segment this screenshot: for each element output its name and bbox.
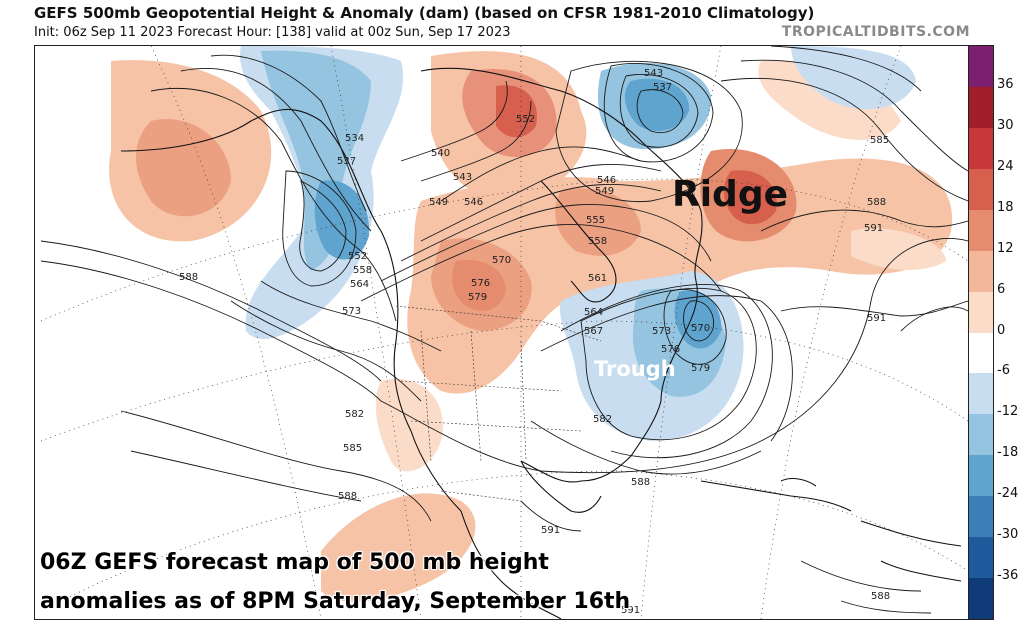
height-contours (40, 46, 968, 614)
colorbar-segment (969, 168, 993, 211)
colorbar-tick-label: -6 (997, 363, 1010, 379)
colorbar-segment (969, 332, 993, 374)
colorbar-segment (969, 209, 993, 252)
contour-label: 579 (691, 363, 710, 374)
contour-label: 537 (653, 82, 672, 93)
contour-label: 570 (691, 323, 710, 334)
graticule (40, 46, 968, 619)
contour-label: 573 (652, 326, 671, 337)
contour-label: 588 (338, 491, 357, 502)
ridge-label: Ridge (672, 174, 789, 215)
contour-label: 540 (431, 148, 450, 159)
colorbar-tick-label: 12 (997, 240, 1014, 256)
colorbar-tick-label: -18 (997, 445, 1019, 461)
contour-label: 591 (864, 223, 883, 234)
colorbar-tick-label: -36 (997, 568, 1019, 584)
contour-label: 543 (644, 68, 663, 79)
colorbar-segment (969, 578, 993, 620)
header: GEFS 500mb Geopotential Height & Anomaly… (0, 0, 1024, 44)
contour-label: 552 (516, 114, 535, 125)
contour-label: 558 (588, 236, 607, 247)
map-area: 543 537 534 537 540 543 549 546 552 558 … (34, 45, 969, 620)
contour-label: 591 (541, 525, 560, 536)
colorbar-tick-label: 24 (997, 158, 1014, 174)
map-title: GEFS 500mb Geopotential Height & Anomaly… (34, 4, 815, 22)
contour-label: 552 (348, 251, 367, 262)
contour-label: 582 (593, 414, 612, 425)
contour-label: 567 (584, 326, 603, 337)
anomaly-colorbar (968, 45, 994, 620)
contour-label: 561 (588, 273, 607, 284)
colorbar-tick-label: 18 (997, 199, 1014, 215)
contour-label: 591 (621, 605, 640, 616)
colorbar-tick-label: 6 (997, 281, 1006, 297)
contour-label: 555 (586, 215, 605, 226)
contour-label: 549 (595, 186, 614, 197)
contour-label: 543 (453, 172, 472, 183)
contour-label: 576 (471, 278, 490, 289)
contour-label: 537 (337, 156, 356, 167)
contour-label: 585 (343, 443, 362, 454)
colorbar-segment (969, 291, 993, 333)
colorbar-tick-label: -12 (997, 404, 1019, 420)
contour-label: 588 (631, 477, 650, 488)
colorbar-tick-label: 36 (997, 76, 1014, 92)
contour-label: 573 (342, 306, 361, 317)
contour-label: 546 (597, 175, 616, 186)
colorbar-segment (969, 455, 993, 497)
contour-label: 546 (464, 197, 483, 208)
caption-line-1: 06Z GEFS forecast map of 500 mb height (40, 550, 549, 575)
contour-label: 570 (492, 255, 511, 266)
caption-line-2: anomalies as of 8PM Saturday, September … (40, 589, 631, 614)
contour-label: 585 (870, 135, 889, 146)
colorbar-tick-label: 0 (997, 322, 1006, 338)
brand-watermark: TROPICALTIDBITS.COM (781, 24, 970, 40)
map-svg: 543 537 534 537 540 543 549 546 552 558 … (35, 46, 968, 619)
colorbar-segment (969, 496, 993, 538)
colorbar-segment (969, 86, 993, 129)
contour-label: 564 (350, 279, 369, 290)
contour-label: 549 (429, 197, 448, 208)
contour-label: 534 (345, 133, 364, 144)
contour-label: 558 (353, 265, 372, 276)
contour-label: 579 (468, 292, 487, 303)
borders (395, 305, 602, 502)
contour-label: 591 (867, 313, 886, 324)
map-subtitle: Init: 06z Sep 11 2023 Forecast Hour: [13… (34, 25, 511, 40)
contour-label: 588 (867, 197, 886, 208)
colorbar-segment (969, 46, 993, 88)
colorbar-segment (969, 250, 993, 293)
trough-label: Trough (594, 357, 676, 381)
colorbar-segment (969, 127, 993, 170)
contour-label: 582 (345, 409, 364, 420)
colorbar-tick-label: -24 (997, 486, 1019, 502)
contour-label: 588 (179, 272, 198, 283)
colorbar-tick-label: 30 (997, 117, 1014, 133)
colorbar-segment (969, 537, 993, 579)
contour-label: 576 (661, 344, 680, 355)
contour-label: 564 (584, 307, 603, 318)
colorbar-segment (969, 414, 993, 456)
colorbar-segment (969, 373, 993, 415)
contour-label: 588 (871, 591, 890, 602)
positive-anomaly-shading (109, 51, 953, 602)
contour-labels: 543 537 534 537 540 543 549 546 552 558 … (179, 68, 890, 616)
colorbar-tick-label: -30 (997, 527, 1019, 543)
